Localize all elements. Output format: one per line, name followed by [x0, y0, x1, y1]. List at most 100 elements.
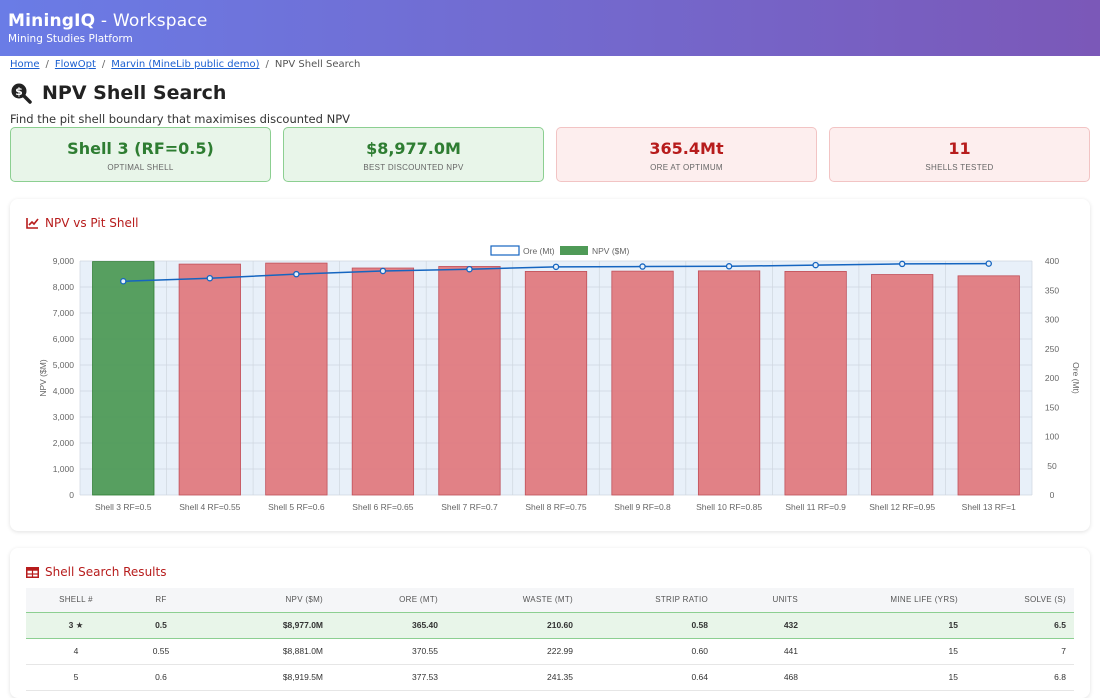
- y-left-tick-label: 9,000: [53, 256, 75, 266]
- y-left-tick-label: 4,000: [53, 386, 75, 396]
- breadcrumb-home[interactable]: Home: [10, 59, 40, 70]
- table-cell: 441: [716, 638, 806, 665]
- npv-vs-shell-chart: 0 1,000 2,000 3,000 4,000 5,000 6,000 7,000 8,00…: [38, 245, 1081, 512]
- table-cell: 370.55: [331, 638, 446, 665]
- x-tick-label: Shell 3 RF=0.5: [95, 502, 152, 512]
- x-tick-label: Shell 5 RF=0.6: [268, 502, 325, 512]
- table-header-row: SHELL # RF NPV ($M) ORE (MT) WASTE (MT) …: [26, 588, 1074, 612]
- col-header-units[interactable]: UNITS: [716, 588, 806, 612]
- table-cell: $8,881.0M: [196, 638, 331, 665]
- col-header-npv[interactable]: NPV ($M): [196, 588, 331, 612]
- y-left-tick-label: 2,000: [53, 438, 75, 448]
- kpi-value: $8,977.0M: [366, 139, 461, 158]
- table-cell: 7: [966, 638, 1074, 665]
- table-cell: 0.58: [581, 611, 716, 639]
- y-left-tick-label: 3,000: [53, 412, 75, 422]
- y-right-tick-label: 0: [1050, 490, 1055, 500]
- table-cell: 222.99: [446, 638, 581, 665]
- table-cell: 6.5: [966, 611, 1074, 639]
- page-title: NPV Shell Search: [42, 82, 227, 104]
- x-tick-label: Shell 4 RF=0.55: [179, 502, 240, 512]
- kpi-best-npv: $8,977.0M BEST DISCOUNTED NPV: [283, 127, 544, 182]
- results-card: Shell Search Results SHELL # RF NPV ($M)…: [10, 548, 1090, 698]
- ore-point: [725, 263, 733, 270]
- table-row[interactable]: 5 0.6 $8,919.5M 377.53 241.35 0.64 468 15 6.8: [26, 664, 1074, 691]
- y-right-axis-title: Ore (Mt): [1071, 362, 1081, 394]
- y-left-tick-label: 7,000: [53, 308, 75, 318]
- col-header-waste[interactable]: WASTE (MT): [446, 588, 581, 612]
- table-cell: 3 ★: [26, 611, 126, 639]
- bar: [697, 270, 761, 496]
- breadcrumb-flowopt[interactable]: FlowOpt: [54, 59, 96, 70]
- results-table: SHELL # RF NPV ($M) ORE (MT) WASTE (MT) …: [26, 588, 1074, 691]
- kpi-label: BEST DISCOUNTED NPV: [363, 163, 464, 172]
- y-left-tick-label: 0: [69, 490, 74, 500]
- bar: [351, 267, 415, 496]
- ore-point: [379, 267, 387, 275]
- y-left-tick-label: 8,000: [53, 282, 75, 292]
- breadcrumb: Home / FlowOpt / Marvin (MineLib public demo…: [10, 59, 360, 70]
- x-tick-label: Shell 8 RF=0.75: [525, 502, 586, 512]
- col-header-mine-life[interactable]: MINE LIFE (YRS): [806, 588, 966, 612]
- bar: [871, 274, 934, 496]
- col-header-ore[interactable]: ORE (MT): [331, 588, 446, 612]
- x-tick-label: Shell 13 RF=1: [962, 502, 1016, 512]
- page-subtitle: Find the pit shell boundary that maximis…: [10, 112, 350, 126]
- ore-point: [985, 260, 992, 267]
- bar-optimal: [92, 261, 155, 496]
- y-right-tick-label: 400: [1045, 256, 1059, 266]
- col-header-solve[interactable]: SOLVE (S): [966, 588, 1074, 612]
- ore-point: [552, 263, 560, 271]
- y-left-tick-label: 6,000: [53, 334, 75, 344]
- breadcrumb-separator: /: [101, 59, 106, 70]
- app-title-workspace: - Workspace: [95, 11, 208, 31]
- table-row[interactable]: 4 0.55 $8,881.0M 370.55 222.99 0.60 441 15 7: [26, 638, 1074, 665]
- y-left-tick-label: 1,000: [53, 464, 75, 474]
- y-right-tick-label: 350: [1045, 285, 1059, 295]
- bar: [438, 266, 501, 496]
- ore-point: [639, 263, 646, 270]
- table-cell: 15: [806, 638, 966, 665]
- table-cell: $8,919.5M: [196, 664, 331, 691]
- table-cell: 0.60: [581, 638, 716, 665]
- ore-point: [293, 270, 300, 278]
- y-right-tick-label: 250: [1045, 344, 1059, 354]
- col-header-shell[interactable]: SHELL #: [26, 588, 126, 612]
- kpi-label: OPTIMAL SHELL: [107, 163, 174, 172]
- table-row[interactable]: 3 ★ 0.5 $8,977.0M 365.40 210.60 0.58 432 15 6.5: [26, 611, 1074, 639]
- kpi-ore-at-optimum: 365.4Mt ORE AT OPTIMUM: [556, 127, 817, 182]
- col-header-rf[interactable]: RF: [126, 588, 196, 612]
- table-cell: 5: [26, 664, 126, 691]
- breadcrumb-separator: /: [265, 59, 269, 70]
- kpi-shells-tested: 11 SHELLS TESTED: [829, 127, 1090, 182]
- x-tick-label: Shell 12 RF=0.95: [869, 502, 935, 512]
- x-tick-label: Shell 7 RF=0.7: [441, 502, 498, 512]
- bar: [611, 270, 674, 496]
- breadcrumb-project[interactable]: Marvin (MineLib public demo): [111, 59, 260, 70]
- table-cell: 432: [716, 611, 806, 639]
- svg-text:$: $: [15, 85, 23, 98]
- table-cell: 210.60: [446, 611, 581, 639]
- x-tick-label: Shell 11 RF=0.9: [785, 502, 846, 512]
- table-cell: 15: [806, 664, 966, 691]
- search-dollar-icon: $: [11, 83, 32, 104]
- col-header-strip-ratio[interactable]: STRIP RATIO: [581, 588, 716, 612]
- table-card-title-text: Shell Search Results: [45, 565, 167, 579]
- kpi-value: Shell 3 (RF=0.5): [67, 139, 214, 158]
- table-body: 3 ★ 0.5 $8,977.0M 365.40 210.60 0.58 432 15 6.5 4…: [26, 611, 1074, 691]
- npv-chart-card: NPV vs Pit Shell 0 1,000 2,000 3,000 4,000 5,…: [10, 199, 1090, 531]
- legend-swatch-npv: [560, 246, 588, 255]
- ore-point: [120, 277, 127, 285]
- chart-card-title-text: NPV vs Pit Shell: [45, 216, 139, 230]
- table-cell: 0.5: [126, 611, 196, 639]
- bar: [265, 262, 328, 496]
- bar: [784, 271, 847, 496]
- table-cell: 468: [716, 664, 806, 691]
- line-chart-icon: [26, 218, 39, 229]
- ore-point: [898, 260, 906, 268]
- ore-point: [206, 274, 214, 282]
- app-title: MiningIQ - Workspace: [8, 10, 1092, 32]
- legend-label-ore: Ore (Mt): [523, 246, 555, 256]
- app-header: MiningIQ - Workspace Mining Studies Plat…: [0, 0, 1100, 56]
- kpi-optimal-shell: Shell 3 (RF=0.5) OPTIMAL SHELL: [10, 127, 271, 182]
